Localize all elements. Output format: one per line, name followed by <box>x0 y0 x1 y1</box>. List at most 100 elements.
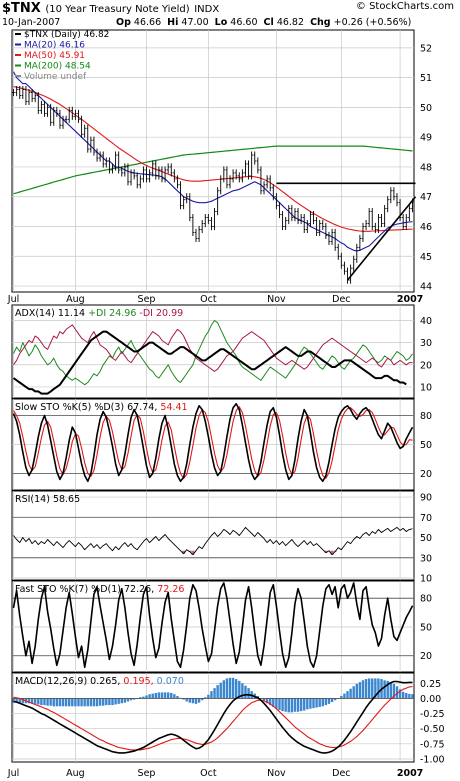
ma20-line <box>13 71 413 252</box>
y-tick-label: 30 <box>420 338 432 349</box>
y-tick-label: 40 <box>420 316 432 327</box>
chart-date: 10-Jan-2007 <box>2 17 61 28</box>
macd-histogram-bar <box>241 683 244 699</box>
macd-histogram-bar <box>290 698 294 713</box>
macd-histogram-bar <box>105 698 108 706</box>
macd-histogram-bar <box>210 691 213 699</box>
macd-histogram-bar <box>405 692 408 699</box>
macd-histogram-bar <box>408 693 411 699</box>
ma200-line <box>13 145 413 195</box>
macd-histogram-bar <box>278 698 281 710</box>
macd-histogram-bar <box>204 697 207 699</box>
y-tick-label: 50 <box>420 533 432 544</box>
legend-item: -DI 20.99 <box>136 308 183 319</box>
y-tick-label: 49 <box>420 133 432 144</box>
macd-histogram-bar <box>349 688 352 699</box>
macd-histogram-bar <box>401 691 405 699</box>
macd-histogram-bar <box>46 698 49 706</box>
panel-legend: Slow STO %K(5) %D(3) 67.74, 54.41 <box>15 402 188 413</box>
y-tick-label: 45 <box>420 252 432 263</box>
macd-histogram-bar <box>333 698 337 701</box>
macd-histogram-bar <box>318 698 321 707</box>
close-value: 46.82 <box>276 17 305 28</box>
y-tick-label: 44 <box>420 282 432 293</box>
rsi-fill <box>324 550 328 553</box>
y-tick-label: 50 <box>420 440 432 451</box>
y-tick-label: 80 <box>420 411 432 422</box>
legend-item: MA(200) 48.54 <box>24 62 91 72</box>
macd-histogram-bar <box>154 692 157 699</box>
ma50-line <box>13 86 413 232</box>
macd-histogram-bar <box>111 698 114 706</box>
low-value: 46.60 <box>230 17 258 28</box>
rsi-line <box>13 526 413 556</box>
x-tick-label: Oct <box>200 294 217 305</box>
symbol: $TNX <box>2 1 41 16</box>
legend-item: $TNX (Daily) 46.82 <box>24 30 109 40</box>
panel-frame <box>11 29 415 293</box>
x-tick-label: Dec <box>332 768 350 779</box>
macd-histogram-bar <box>68 698 71 707</box>
macd-histogram-bar <box>142 696 145 699</box>
minus-di-line <box>13 324 413 372</box>
macd-histogram-bar <box>367 678 371 699</box>
legend-item: 72.26 <box>154 584 184 595</box>
macd-histogram-bar <box>389 682 393 699</box>
panel-frame <box>11 490 415 581</box>
macd-histogram-bar <box>234 679 238 699</box>
macd-histogram-bar <box>176 696 179 699</box>
y-tick-label: 20 <box>420 360 432 371</box>
macd-histogram-bar <box>18 698 21 704</box>
macd-histogram-bar <box>108 698 111 706</box>
macd-histogram-bar <box>58 698 62 707</box>
exchange: INDX <box>194 4 220 15</box>
macd-histogram-bar <box>92 698 96 707</box>
macd-histogram-bar <box>340 696 343 699</box>
macd-histogram-bar <box>139 697 142 699</box>
y-tick-label: 90 <box>420 493 432 504</box>
panel-legend: Fast STO %K(7) %D(1) 72.26, 72.26 <box>15 584 184 595</box>
macd-histogram-bar <box>166 692 170 699</box>
macd-histogram-bar <box>272 698 275 707</box>
macd-histogram-bar <box>49 698 52 706</box>
macd-histogram-bar <box>392 683 396 699</box>
plus-di-line <box>13 320 413 386</box>
legend-item: Volume undef <box>24 72 87 82</box>
y-tick-label: 30 <box>420 553 432 564</box>
y-tick-label: 47 <box>420 192 432 203</box>
x-tick-label: Sep <box>138 768 156 779</box>
legend-item: 0.195, <box>120 676 153 687</box>
macd-histogram-bar <box>188 698 192 703</box>
macd-histogram-bar <box>361 680 365 699</box>
macd-histogram-bar <box>398 689 402 699</box>
macd-signal-line <box>13 686 413 751</box>
macd-histogram-bar <box>411 694 414 699</box>
macd-histogram-bar <box>383 680 386 699</box>
legend-item: ADX(14) 11.14 <box>15 308 85 319</box>
macd-histogram-bar <box>194 698 198 704</box>
macd-histogram-bar <box>213 688 216 699</box>
macd-histogram-bar <box>185 698 188 702</box>
macd-histogram-bar <box>377 678 380 699</box>
macd-line <box>13 680 413 754</box>
macd-histogram-bar <box>306 698 309 710</box>
macd-histogram-bar <box>293 698 297 712</box>
macd-histogram-bar <box>145 695 148 699</box>
macd-histogram-bar <box>64 698 68 707</box>
x-tick-label: Sep <box>138 294 156 305</box>
macd-histogram-bar <box>197 698 201 703</box>
macd-histogram-bar <box>358 682 362 699</box>
macd-histogram-bar <box>30 698 34 704</box>
macd-histogram-bar <box>219 682 222 699</box>
macd-histogram-bar <box>346 691 349 699</box>
macd-histogram-bar <box>61 698 65 707</box>
macd-histogram-bar <box>327 698 331 704</box>
macd-histogram-bar <box>244 685 247 699</box>
x-tick-label: Aug <box>66 768 85 779</box>
x-tick-label: Nov <box>267 294 286 305</box>
macd-histogram-bar <box>269 698 272 706</box>
rsi-fill <box>330 550 334 555</box>
change-value: +0.26 (+0.56%) <box>333 17 412 28</box>
macd-histogram-bar <box>321 698 324 707</box>
